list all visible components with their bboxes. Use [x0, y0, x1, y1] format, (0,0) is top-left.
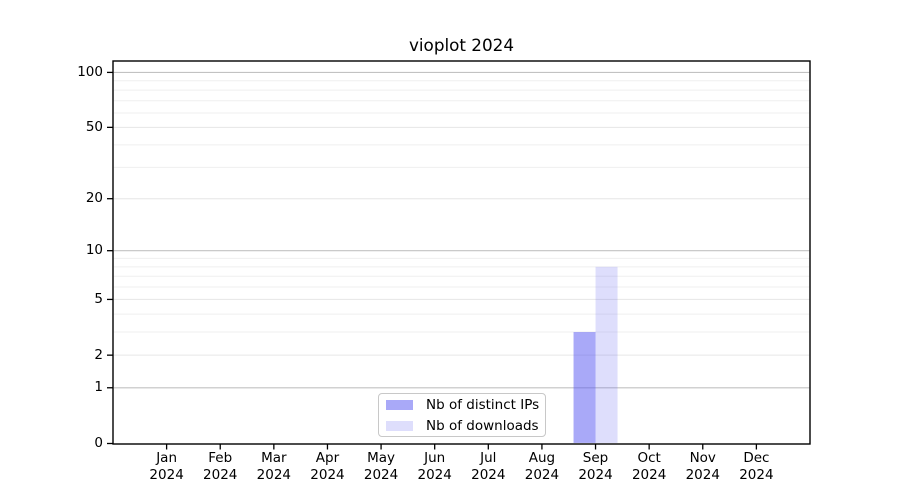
legend-item-downloads: Nb of downloads [386, 416, 545, 435]
bar-distinct-ips-sep-2024 [573, 332, 596, 443]
plot-spines [112, 60, 811, 445]
legend-swatch-distinct-ips [386, 399, 413, 410]
legend-swatch-downloads [386, 420, 413, 431]
chart-title: vioplot 2024 [408, 35, 515, 55]
bar-downloads-sep-2024 [595, 266, 618, 443]
legend: Nb of distinct IPs Nb of downloads [378, 393, 546, 437]
legend-item-distinct-ips: Nb of distinct IPs [386, 395, 545, 414]
legend-label-downloads: Nb of downloads [426, 417, 539, 434]
legend-label-distinct-ips: Nb of distinct IPs [426, 396, 540, 413]
